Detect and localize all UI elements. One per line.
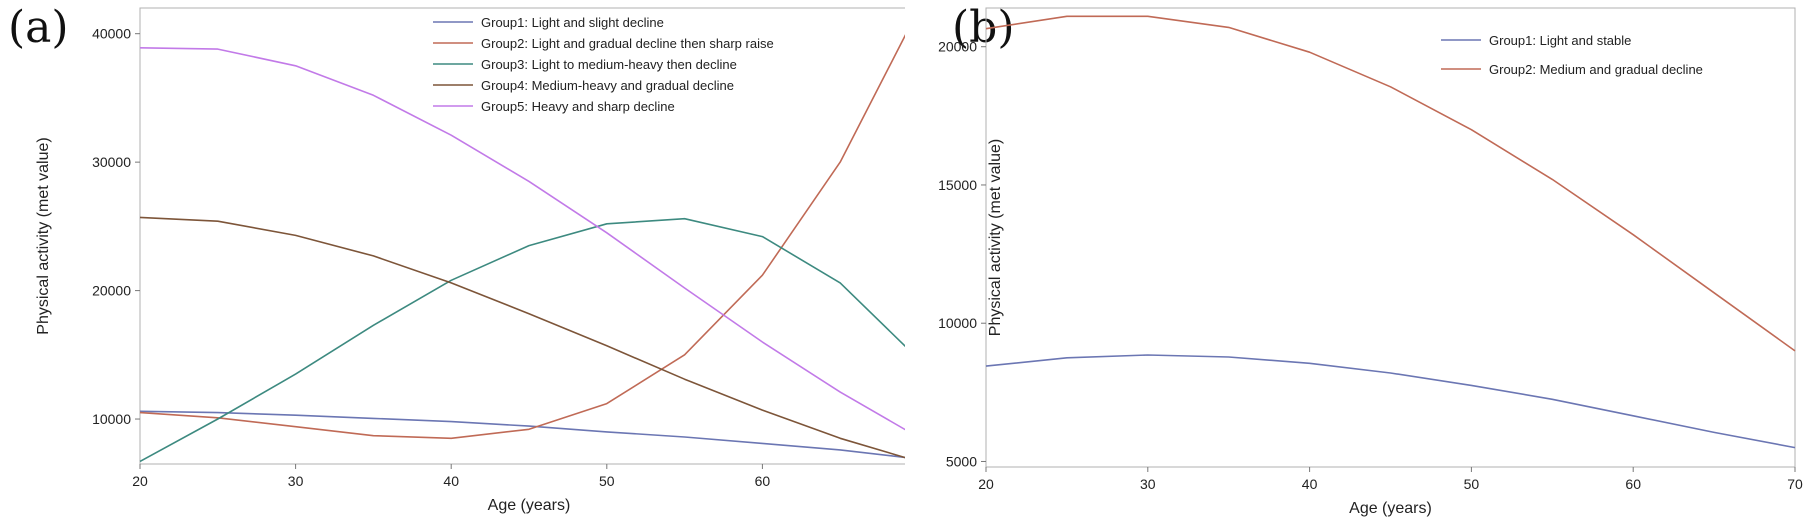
panel-b-letter: (b): [952, 2, 1015, 53]
x-tick-label: 30: [288, 473, 304, 489]
chart-panel-b: 20 30 40 50 60 70 5000 10000 15000 20000 Age (year…: [938, 7, 1803, 517]
series-line-group1: [139, 410, 905, 459]
x-tick-label: 20: [978, 476, 994, 492]
legend-label-group1: Group1: Light and slight decline: [481, 15, 664, 30]
x-tick-label: 50: [1464, 476, 1480, 492]
series-line-group4: [139, 216, 905, 459]
legend-label-group3: Group3: Light to medium-heavy then decli…: [481, 57, 737, 72]
y-tick-label: 20000: [938, 39, 977, 55]
legend-label-group5: Group5: Heavy and sharp decline: [481, 99, 675, 114]
x-axis-title: Age (years): [1349, 500, 1432, 517]
series-line-group2: [139, 34, 905, 440]
legend-label-group4: Group4: Medium-heavy and gradual decline: [481, 78, 734, 93]
y-tick-label: 10000: [92, 411, 131, 427]
y-tick-label: 10000: [938, 315, 977, 331]
y-tick-label: 40000: [92, 26, 131, 42]
legend-label-group1: Group1: Light and stable: [1489, 33, 1631, 48]
x-tick-label: 30: [1140, 476, 1156, 492]
series-line-group5: [139, 47, 905, 431]
panel-a-letter: (a): [8, 2, 69, 53]
x-tick-label: 40: [443, 473, 459, 489]
y-axis-title: Physical activity (met value): [35, 137, 52, 334]
x-tick-label: 20: [132, 473, 148, 489]
series-line-group1: [985, 354, 1796, 449]
y-tick-label: 15000: [938, 177, 977, 193]
x-tick-label: 50: [599, 473, 615, 489]
x-tick-label: 60: [1625, 476, 1641, 492]
plot-frame: [139, 7, 905, 465]
plot-frame: [985, 7, 1796, 468]
y-axis-title: Physical activity (met value): [987, 139, 1004, 336]
y-tick-label: 5000: [946, 453, 977, 469]
series-line-group3: [139, 217, 905, 463]
x-axis-title: Age (years): [488, 497, 571, 514]
y-tick-label: 20000: [92, 283, 131, 299]
y-tick-label: 30000: [92, 154, 131, 170]
x-tick-label: 60: [755, 473, 771, 489]
legend-label-group2: Group2: Light and gradual decline then s…: [481, 36, 774, 51]
chart-panel-a: 20304050607010000200003000040000Age (yea…: [35, 7, 905, 514]
series-line-group2: [985, 15, 1796, 352]
x-tick-label: 40: [1302, 476, 1318, 492]
legend-label-group2: Group2: Medium and gradual decline: [1489, 62, 1703, 77]
x-tick-label: 70: [1787, 476, 1803, 492]
